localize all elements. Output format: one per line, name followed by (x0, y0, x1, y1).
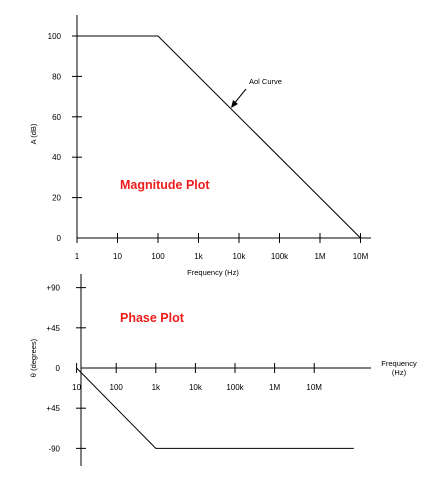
magnitude-x-tick-label: 10M (353, 252, 369, 261)
magnitude-x-tick-label: 100k (271, 252, 289, 261)
magnitude-y-tick-label: 40 (52, 153, 61, 162)
phase-curve-line (76, 367, 354, 449)
phase-plot-title: Phase Plot (120, 311, 185, 325)
phase-marks: 10 100 1k 10k 100k 1M 10M +90 +45 0 +45 -90 (46, 274, 371, 466)
magnitude-marks: 1 10 100 1k 10k 100k 1M 10M 100 80 60 40 20 0 (48, 15, 371, 261)
phase-x-axis-title-part: (Hz) (392, 368, 407, 377)
magnitude-x-tick-label: 100 (151, 252, 165, 261)
magnitude-y-tick-label: 100 (48, 32, 62, 41)
magnitude-x-tick-label: 1k (194, 252, 203, 261)
magnitude-y-tick-label: 0 (57, 234, 62, 243)
magnitude-y-tick-label: 60 (52, 113, 61, 122)
phase-y-tick-label: +45 (46, 404, 60, 413)
phase-x-tick-label: 10M (306, 383, 322, 392)
magnitude-y-axis-title: A (dB) (29, 123, 38, 144)
phase-x-tick-label: 1M (269, 383, 280, 392)
magnitude-x-tick-label: 1 (75, 252, 80, 261)
magnitude-x-tick-label: 10 (113, 252, 122, 261)
magnitude-plot-title: Magnitude Plot (120, 178, 210, 192)
magnitude-y-tick-label: 80 (52, 72, 61, 81)
phase-y-tick-label: 0 (56, 364, 61, 373)
phase-plot: 10 100 1k 10k 100k 1M 10M +90 +45 0 +45 -90 Phase P… (29, 274, 417, 466)
phase-x-tick-label: 100 (110, 383, 124, 392)
magnitude-y-tick-label: 20 (52, 194, 61, 203)
phase-x-tick-label: 1k (152, 383, 161, 392)
phase-x-axis-title-part: Frequency (381, 359, 417, 368)
phase-y-axis-title: θ (degrees) (29, 338, 38, 377)
aol-curve-annotation: Aol Curve (249, 77, 282, 86)
aol-annotation-arrow (231, 88, 247, 108)
magnitude-plot: 1 10 100 1k 10k 100k 1M 10M 100 80 60 40 20 0 Magnitu… (29, 15, 371, 277)
phase-x-tick-label: 10k (189, 383, 203, 392)
phase-y-tick-label: +90 (46, 284, 60, 293)
phase-x-axis-title-line1: Frequency (Hz) (381, 359, 417, 377)
aol-curve-line (77, 35, 361, 239)
magnitude-x-tick-label: 10k (233, 252, 247, 261)
phase-x-tick-label: 100k (226, 383, 244, 392)
phase-y-tick-label: +45 (46, 324, 60, 333)
phase-y-tick-label: -90 (48, 444, 60, 453)
phase-x-tick-label: 10 (72, 383, 81, 392)
magnitude-x-tick-label: 1M (314, 252, 325, 261)
magnitude-x-axis-title: Frequency (Hz) (187, 268, 239, 277)
